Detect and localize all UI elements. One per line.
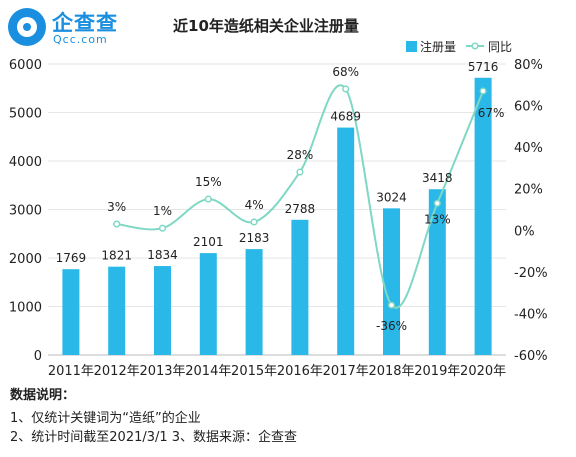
bar: [154, 266, 171, 355]
bar: [199, 253, 217, 355]
line-point: [250, 218, 258, 226]
x-tick-label: 2012年: [94, 364, 140, 379]
bar: [291, 219, 309, 355]
y-tick-label-left: 5000: [9, 107, 42, 122]
y-tick-label-right: -40%: [514, 307, 548, 322]
y-tick-label-left: 2000: [9, 252, 42, 267]
line-point: [204, 195, 212, 203]
bar-value-label: 2788: [285, 202, 316, 216]
line-point: [387, 301, 396, 309]
x-tick-label: 2020年: [460, 364, 506, 379]
legend-label-line: 同比: [488, 40, 512, 54]
y-tick-label-right: 0%: [514, 224, 535, 239]
y-tick-label-left: 3000: [9, 204, 42, 219]
legend-swatch-bar: [406, 41, 417, 52]
line-value-label: 3%: [107, 200, 126, 214]
bar-value-label: 1821: [101, 249, 132, 263]
x-tick-label: 2018年: [368, 364, 414, 379]
logo: 企查查 Qcc.com: [8, 6, 128, 50]
line-value-label: 28%: [287, 148, 314, 162]
bar: [474, 77, 492, 356]
bar-value-label: 2183: [239, 231, 270, 245]
y-tick-label-left: 4000: [9, 155, 42, 170]
bar-value-label: 5716: [468, 60, 499, 74]
notes-line-1: 1、仅统计关键词为“造纸”的企业: [10, 411, 201, 426]
bar: [245, 249, 263, 355]
bar-value-label: 1834: [147, 248, 178, 262]
bar: [337, 127, 355, 356]
line-value-label: 15%: [195, 175, 222, 189]
y-tick-label-right: 20%: [514, 183, 543, 198]
chart-title: 近10年造纸相关企业注册量: [173, 17, 359, 35]
bar: [62, 269, 80, 355]
line-point: [158, 224, 167, 232]
series-line-yoy: [116, 84, 485, 309]
logo-mark-icon: [8, 8, 46, 46]
bar-value-label: 4689: [330, 110, 361, 124]
y-tick-label-left: 0: [34, 349, 42, 364]
bar: [428, 189, 446, 355]
chart: 近10年造纸相关企业注册量 0 1000 2000 3000 4000 5000 6000 -6…: [9, 17, 548, 379]
notes-heading: 数据说明：: [10, 388, 76, 403]
x-tick-label: 2016年: [277, 364, 323, 379]
x-tick-label: 2017年: [323, 364, 369, 379]
bar: [108, 266, 126, 355]
line-point: [479, 87, 487, 95]
x-tick-label: 2015年: [231, 364, 277, 379]
legend-label-bar: 注册量: [420, 39, 456, 54]
bar-value-label: 2101: [193, 235, 224, 249]
data-notes: 数据说明： 1、仅统计关键词为“造纸”的企业 2、统计时间截至2021/3/1 …: [10, 386, 297, 447]
bar-value-label: 1769: [56, 251, 87, 265]
bar: [383, 208, 400, 355]
y-tick-label-right: 40%: [514, 141, 543, 156]
x-tick-label: 2019年: [414, 364, 460, 379]
legend-swatch-line-marker: [471, 42, 479, 50]
logo-domain: Qcc.com: [53, 33, 108, 46]
y-tick-label-left: 1000: [9, 301, 42, 316]
line-point: [342, 85, 350, 93]
bar-value-label: 3024: [376, 190, 407, 204]
x-tick-label: 2011年: [48, 364, 94, 379]
y-tick-label-right: -20%: [514, 266, 548, 281]
notes-line-2: 2、统计时间截至2021/3/1 3、数据来源：企查查: [10, 430, 298, 445]
line-point: [113, 220, 121, 228]
bar-value-label: 3418: [422, 171, 453, 185]
y-tick-label-right: -60%: [514, 349, 548, 364]
line-value-label: 68%: [332, 65, 359, 79]
line-value-label: -36%: [376, 319, 407, 333]
y-tick-label-left: 6000: [9, 58, 42, 73]
line-value-label: 67%: [478, 106, 505, 120]
line-point: [433, 199, 441, 207]
line-value-label: 13%: [424, 212, 451, 226]
y-tick-label-right: 60%: [514, 100, 543, 115]
x-tick-label: 2014年: [185, 364, 231, 379]
line-point: [296, 168, 304, 176]
y-tick-label-right: 80%: [514, 58, 543, 73]
logo-brand: 企查查: [52, 11, 118, 35]
line-value-label: 1%: [153, 204, 172, 218]
x-tick-label: 2013年: [139, 364, 185, 379]
line-value-label: 4%: [245, 198, 264, 212]
